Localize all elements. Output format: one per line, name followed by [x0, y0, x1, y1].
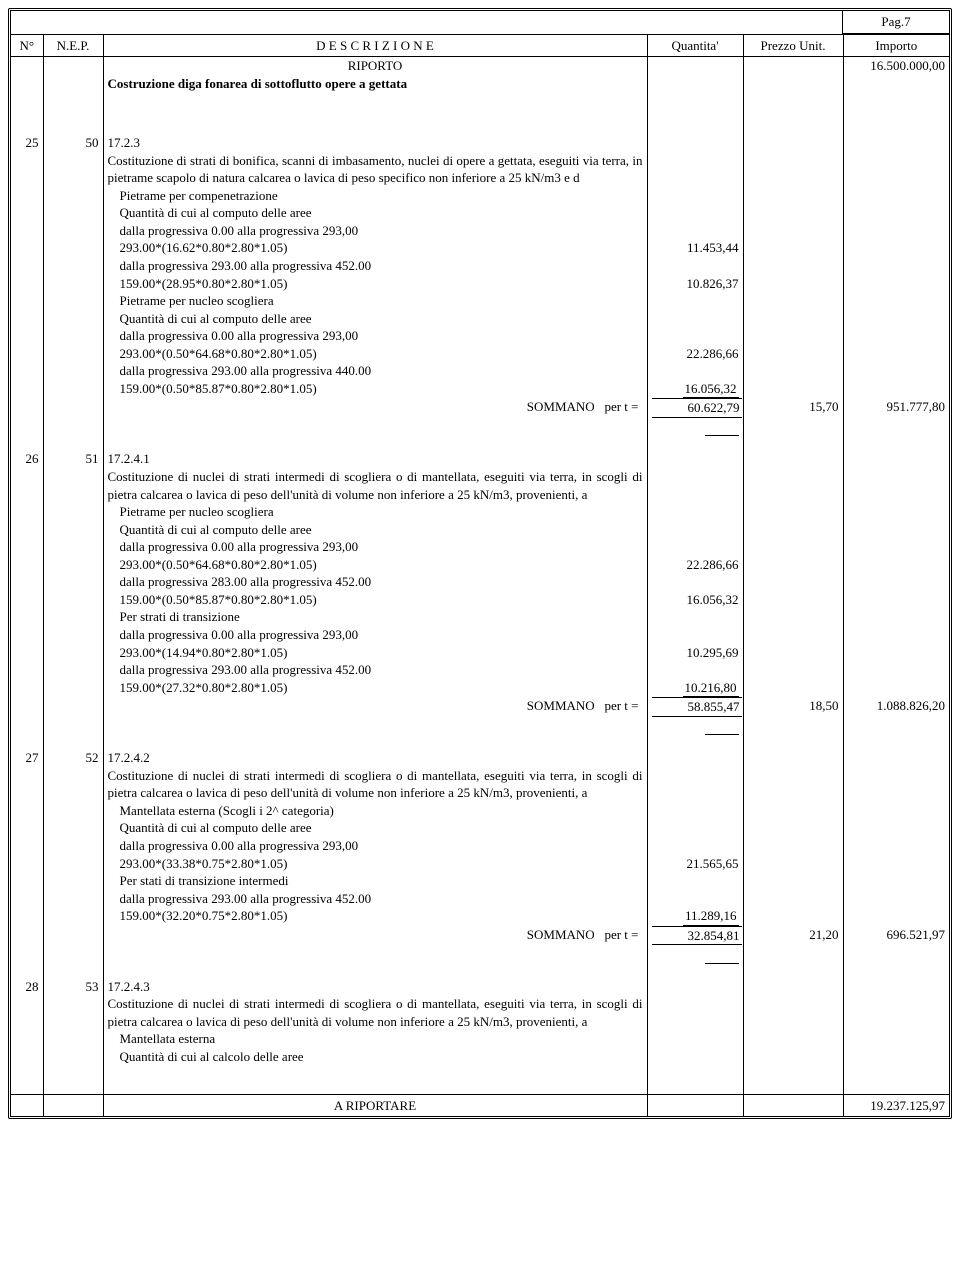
sommano-row: SOMMANO per t =58.855,4718,501.088.826,2… — [11, 697, 949, 717]
calc-line: dalla progressiva 0.00 alla progressiva … — [103, 626, 647, 644]
calc-line: 293.00*(33.38*0.75*2.80*1.05) — [103, 855, 647, 873]
item-n: 25 — [11, 134, 43, 152]
footer-row: A RIPORTARE 19.237.125,97 — [11, 1094, 949, 1116]
item-row: 255017.2.3 — [11, 134, 949, 152]
item-n: 28 — [11, 978, 43, 996]
item-desc: Costituzione di nuclei di strati interme… — [103, 767, 647, 802]
a-riportare-value: 19.237.125,97 — [843, 1094, 949, 1116]
item-desc: Costituzione di strati di bonifica, scan… — [103, 152, 647, 187]
item-nep: 53 — [43, 978, 103, 996]
col-qta: Quantita' — [647, 34, 743, 57]
calc-line: Per stati di transizione intermedi — [103, 872, 647, 890]
sommano-qty: 32.854,81 — [647, 926, 743, 946]
item-row: 265117.2.4.1 — [11, 450, 949, 468]
item-nep: 50 — [43, 134, 103, 152]
calc-line: Mantellata esterna (Scogli i 2^ categori… — [103, 802, 647, 820]
item-n: 26 — [11, 450, 43, 468]
a-riportare-label: A RIPORTARE — [103, 1094, 647, 1116]
item-code: 17.2.4.1 — [103, 450, 647, 468]
calc-line: 159.00*(32.20*0.75*2.80*1.05) — [103, 907, 647, 926]
calc-line: 293.00*(16.62*0.80*2.80*1.05) — [103, 239, 647, 257]
calc-qty: 10.216,80 — [647, 679, 743, 698]
sommano-imp: 1.088.826,20 — [843, 697, 949, 717]
item-code: 17.2.4.3 — [103, 978, 647, 996]
sommano-row: SOMMANO per t =32.854,8121,20696.521,97 — [11, 926, 949, 946]
calc-qty: 16.056,32 — [647, 591, 743, 609]
item-nep: 52 — [43, 749, 103, 767]
item-nep: 51 — [43, 450, 103, 468]
calc-line: Quantità di cui al calcolo delle aree — [103, 1048, 647, 1066]
calc-qty: 10.826,37 — [647, 275, 743, 293]
page-number: Pag.7 — [842, 11, 949, 34]
calc-line: dalla progressiva 0.00 alla progressiva … — [103, 222, 647, 240]
col-imp: Importo — [843, 34, 949, 57]
item-code: 17.2.3 — [103, 134, 647, 152]
sommano-pu: 18,50 — [743, 697, 843, 717]
sommano-imp: 696.521,97 — [843, 926, 949, 946]
calc-line: dalla progressiva 293.00 alla progressiv… — [103, 257, 647, 275]
calc-line: 159.00*(0.50*85.87*0.80*2.80*1.05) — [103, 380, 647, 399]
section-title: Costruzione diga fonarea di sottoflutto … — [103, 75, 647, 93]
sommano-qty: 58.855,47 — [647, 697, 743, 717]
calc-qty: 11.453,44 — [647, 239, 743, 257]
item-desc: Costituzione di nuclei di strati interme… — [103, 995, 647, 1030]
calc-line: 159.00*(27.32*0.80*2.80*1.05) — [103, 679, 647, 698]
estimate-table: Pag.7 N° N.E.P. D E S C R I Z I O N E Qu… — [11, 11, 949, 1116]
sommano-pu: 15,70 — [743, 398, 843, 418]
calc-line: dalla progressiva 283.00 alla progressiv… — [103, 573, 647, 591]
sommano-label: SOMMANO per t = — [103, 398, 647, 418]
sommano-label: SOMMANO per t = — [103, 697, 647, 717]
col-n: N° — [11, 34, 43, 57]
calc-line: Quantità di cui al computo delle aree — [103, 521, 647, 539]
sommano-label: SOMMANO per t = — [103, 926, 647, 946]
col-desc: D E S C R I Z I O N E — [103, 34, 647, 57]
sommano-pu: 21,20 — [743, 926, 843, 946]
calc-line: 159.00*(28.95*0.80*2.80*1.05) — [103, 275, 647, 293]
page-frame: Pag.7 N° N.E.P. D E S C R I Z I O N E Qu… — [8, 8, 952, 1119]
calc-line: dalla progressiva 0.00 alla progressiva … — [103, 837, 647, 855]
calc-qty: 21.565,65 — [647, 855, 743, 873]
calc-line: 159.00*(0.50*85.87*0.80*2.80*1.05) — [103, 591, 647, 609]
sommano-qty: 60.622,79 — [647, 398, 743, 418]
calc-line: Quantità di cui al computo delle aree — [103, 819, 647, 837]
riporto-value: 16.500.000,00 — [843, 57, 949, 75]
calc-qty: 16.056,32 — [647, 380, 743, 399]
sommano-imp: 951.777,80 — [843, 398, 949, 418]
calc-line: Pietrame per nucleo scogliera — [103, 503, 647, 521]
calc-line: Per strati di transizione — [103, 608, 647, 626]
calc-line: 293.00*(0.50*64.68*0.80*2.80*1.05) — [103, 556, 647, 574]
calc-line: Pietrame per compenetrazione — [103, 187, 647, 205]
item-row: 275217.2.4.2 — [11, 749, 949, 767]
calc-line: dalla progressiva 293.00 alla progressiv… — [103, 661, 647, 679]
calc-line: dalla progressiva 0.00 alla progressiva … — [103, 538, 647, 556]
riporto-label: RIPORTO — [103, 57, 647, 75]
calc-qty: 22.286,66 — [647, 345, 743, 363]
calc-line: Quantità di cui al computo delle aree — [103, 204, 647, 222]
calc-qty: 10.295,69 — [647, 644, 743, 662]
calc-qty: 11.289,16 — [647, 907, 743, 926]
calc-line: dalla progressiva 293.00 alla progressiv… — [103, 362, 647, 380]
calc-line: Mantellata esterna — [103, 1030, 647, 1048]
calc-line: dalla progressiva 293.00 alla progressiv… — [103, 890, 647, 908]
column-header-row: N° N.E.P. D E S C R I Z I O N E Quantita… — [11, 34, 949, 57]
sommano-row: SOMMANO per t =60.622,7915,70951.777,80 — [11, 398, 949, 418]
calc-line: dalla progressiva 0.00 alla progressiva … — [103, 327, 647, 345]
item-row: 285317.2.4.3 — [11, 978, 949, 996]
item-code: 17.2.4.2 — [103, 749, 647, 767]
col-nep: N.E.P. — [43, 34, 103, 57]
calc-line: 293.00*(0.50*64.68*0.80*2.80*1.05) — [103, 345, 647, 363]
calc-line: Pietrame per nucleo scogliera — [103, 292, 647, 310]
item-desc: Costituzione di nuclei di strati interme… — [103, 468, 647, 503]
calc-line: Quantità di cui al computo delle aree — [103, 310, 647, 328]
calc-qty: 22.286,66 — [647, 556, 743, 574]
calc-line: 293.00*(14.94*0.80*2.80*1.05) — [103, 644, 647, 662]
item-n: 27 — [11, 749, 43, 767]
col-pu: Prezzo Unit. — [743, 34, 843, 57]
